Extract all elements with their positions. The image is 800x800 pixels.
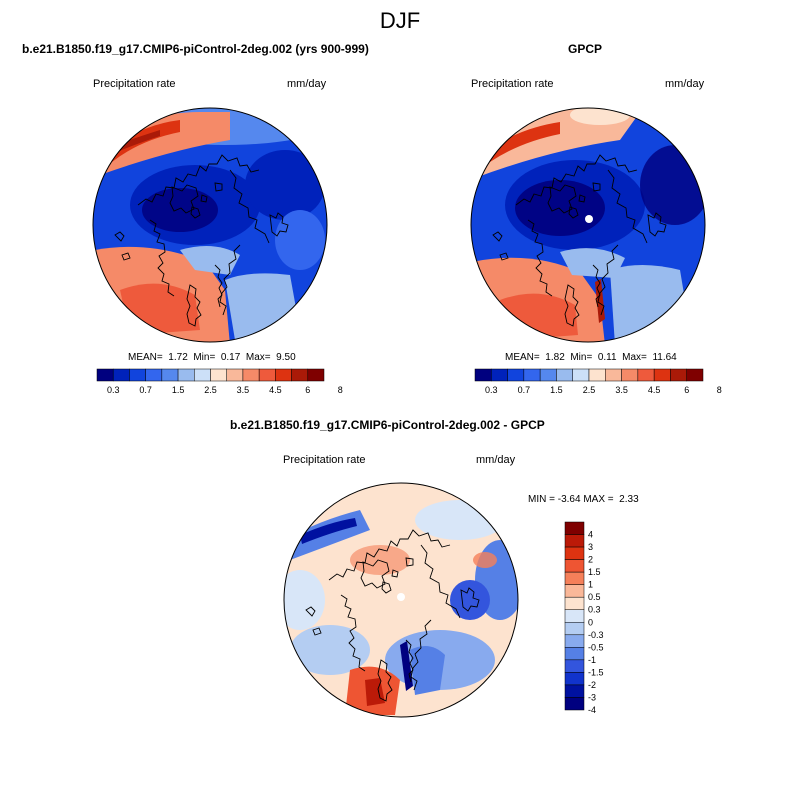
colorbar-swatch <box>564 546 585 560</box>
panel-1-colorbar: 0.3 0.7 1.5 2.5 3.5 4.5 6 8 <box>96 368 343 395</box>
colorbar-tick-label: 0.3 <box>485 385 498 395</box>
colorbar-swatch <box>307 368 325 382</box>
colorbar-swatch <box>564 684 585 698</box>
colorbar-tick-label: 0.3 <box>588 605 601 615</box>
colorbar-swatch <box>275 368 292 382</box>
colorbar-swatch <box>564 647 585 661</box>
colorbar-swatch <box>686 368 704 382</box>
colorbar-swatch <box>523 368 541 382</box>
panel-3-title: b.e21.B1850.f19_g17.CMIP6-piControl-2deg… <box>230 418 545 432</box>
colorbar-swatch <box>588 368 606 382</box>
colorbar-tick-label: 2.5 <box>204 385 217 395</box>
colorbar-swatch <box>564 559 585 573</box>
colorbar-swatch <box>564 584 585 598</box>
colorbar-tick-label: 0 <box>588 617 593 627</box>
colorbar-swatch <box>474 368 492 382</box>
colorbar-swatch <box>564 596 585 610</box>
panel-3-units: mm/day <box>476 454 516 466</box>
panel-1-stats: MEAN= 1.72 Min= 0.17 Max= 9.50 <box>128 352 296 363</box>
colorbar-tick-label: 6 <box>305 385 310 395</box>
colorbar-tick-label: 3.5 <box>615 385 628 395</box>
colorbar-tick-label: -1 <box>588 655 596 665</box>
panel-2-map <box>470 107 706 343</box>
colorbar-swatch <box>507 368 525 382</box>
colorbar-swatch <box>161 368 179 382</box>
colorbar-tick-label: 8 <box>338 385 343 395</box>
colorbar-swatch <box>621 368 639 382</box>
colorbar-tick-label: 2 <box>588 555 593 565</box>
colorbar-swatch <box>112 368 130 382</box>
panel-3-map <box>283 482 519 718</box>
colorbar-swatch <box>242 368 260 382</box>
colorbar-swatch <box>572 368 590 382</box>
colorbar-tick-label: 8 <box>717 385 722 395</box>
colorbar-swatch <box>653 368 671 382</box>
colorbar-swatch <box>291 368 309 382</box>
colorbar-tick-label: 4 <box>588 530 593 540</box>
colorbar-tick-label: 4.5 <box>269 385 282 395</box>
colorbar-tick-label: -4 <box>588 705 596 715</box>
colorbar-swatch <box>539 368 557 382</box>
colorbar-swatch <box>96 368 114 382</box>
panel-2-units: mm/day <box>665 78 705 90</box>
colorbar-tick-label: -0.5 <box>588 642 604 652</box>
colorbar-swatch <box>145 368 163 382</box>
colorbar-swatch <box>564 697 585 711</box>
colorbar-swatch <box>564 534 585 548</box>
colorbar-tick-label: 4.5 <box>648 385 661 395</box>
panel-2-stats: MEAN= 1.82 Min= 0.11 Max= 11.64 <box>505 352 677 363</box>
colorbar-tick-label: 2.5 <box>583 385 596 395</box>
panel-3-stats: MIN = -3.64 MAX = 2.33 <box>528 494 639 505</box>
colorbar-tick-label: 3.5 <box>237 385 250 395</box>
colorbar-tick-label: -2 <box>588 680 596 690</box>
colorbar-tick-label: 1.5 <box>588 567 601 577</box>
colorbar-swatch <box>258 368 276 382</box>
colorbar-swatch <box>564 609 585 623</box>
colorbar-tick-label: 6 <box>684 385 689 395</box>
colorbar-swatch <box>670 368 687 382</box>
colorbar-swatch <box>177 368 195 382</box>
panel-1-map <box>92 107 328 343</box>
colorbar-swatch <box>556 368 573 382</box>
colorbar-swatch <box>564 634 585 648</box>
colorbar-swatch <box>564 521 585 535</box>
colorbar-tick-label: 0.3 <box>107 385 120 395</box>
panel-1-title: b.e21.B1850.f19_g17.CMIP6-piControl-2deg… <box>22 42 369 56</box>
colorbar-tick-label: -1.5 <box>588 667 604 677</box>
panel-1-variable: Precipitation rate <box>93 78 176 90</box>
colorbar-swatch <box>564 622 585 636</box>
panel-1-units: mm/day <box>287 78 327 90</box>
colorbar-swatch <box>564 672 585 686</box>
figure-title: DJF <box>379 8 421 33</box>
panel-3-variable: Precipitation rate <box>283 454 366 466</box>
colorbar-swatch <box>564 659 585 673</box>
colorbar-swatch <box>226 368 244 382</box>
colorbar-tick-label: 0.7 <box>139 385 152 395</box>
colorbar-swatch <box>637 368 655 382</box>
colorbar-swatch <box>194 368 211 382</box>
colorbar-tick-label: 1.5 <box>550 385 563 395</box>
colorbar-tick-label: 1.5 <box>172 385 185 395</box>
colorbar-tick-label: -3 <box>588 692 596 702</box>
panel-2-title: GPCP <box>568 42 603 56</box>
panel-2-variable: Precipitation rate <box>471 78 554 90</box>
colorbar-swatch <box>210 368 227 382</box>
colorbar-tick-label: -0.3 <box>588 630 604 640</box>
colorbar-swatch <box>605 368 622 382</box>
colorbar-tick-label: 0.5 <box>588 592 601 602</box>
colorbar-swatch <box>564 571 585 585</box>
colorbar-swatch <box>129 368 146 382</box>
colorbar-swatch <box>491 368 508 382</box>
colorbar-tick-label: 3 <box>588 542 593 552</box>
colorbar-tick-label: 1 <box>588 580 593 590</box>
panel-3-colorbar: 4 3 2 1.5 1 0.5 0.3 0 -0.3 -0.5 -1 -1.5 -2 -3 -4 <box>564 521 604 715</box>
colorbar-tick-label: 0.7 <box>518 385 531 395</box>
panel-2-colorbar: 0.3 0.7 1.5 2.5 3.5 4.5 6 8 <box>474 368 722 395</box>
